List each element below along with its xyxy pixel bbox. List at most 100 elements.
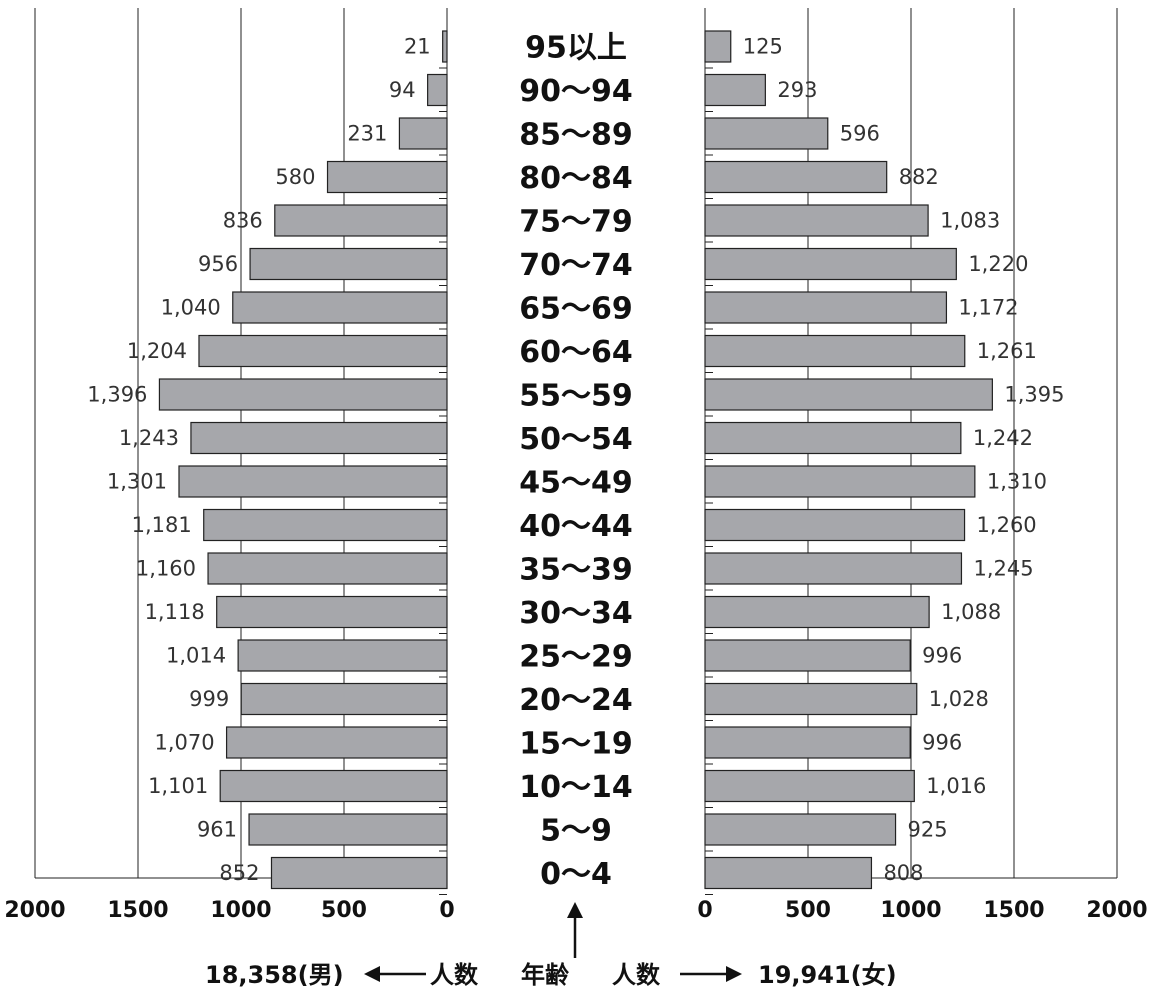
female-bar [704,30,732,63]
female-value-label: 808 [883,861,923,885]
age-group-label: 0〜4 [540,857,612,892]
age-group-label: 90〜94 [519,74,633,109]
age-group-label: 5〜9 [540,814,612,849]
left-gridlines [34,8,448,895]
female-value-label: 1,220 [968,252,1028,276]
female-value-label: 1,088 [941,600,1001,624]
male-value-label: 1,181 [132,513,192,537]
age-group-label: 95以上 [525,31,627,66]
up-arrow-icon [567,902,583,958]
female-bar [704,73,766,107]
right-tick-label: 0 [697,898,712,923]
female-value-label: 1,016 [926,774,986,798]
axis-tick-labels: 2000 1500 1000 500 0 0 500 1000 1500 2000 [4,898,1147,923]
male-bar [249,247,448,281]
left-tick-label: 1500 [107,898,168,923]
female-bar [704,508,966,542]
female-value-label: 1,310 [987,470,1047,494]
female-value-label: 1,260 [977,513,1037,537]
female-bar [704,160,888,194]
male-bar [270,856,448,890]
male-value-label: 1,070 [154,731,214,755]
female-bar [704,291,948,324]
male-bar [216,595,448,629]
left-tick-label: 2000 [4,898,65,923]
female-bar [704,204,929,237]
female-value-label: 1,083 [940,209,1000,233]
female-value-label: 1,245 [973,557,1033,581]
female-total: 19,941(女) [758,961,897,989]
right-axis-label: 人数 [612,961,661,989]
male-bar [274,204,448,237]
female-value-label: 293 [777,78,817,102]
right-tick-label: 2000 [1086,898,1147,923]
male-bar [203,508,448,542]
female-value-label: 125 [743,35,783,59]
left-arrow-icon [364,966,426,982]
age-group-label: 30〜34 [519,596,633,631]
male-bar [427,73,448,107]
age-group-label: 10〜14 [519,770,633,805]
female-bar [704,769,915,803]
female-bar [704,117,829,150]
male-bar [398,117,448,150]
male-value-label: 1,204 [127,339,187,363]
female-bar [704,247,957,281]
male-value-label: 1,040 [161,296,221,320]
right-tick-label: 1000 [880,898,941,923]
male-bar [178,465,448,498]
male-bar [207,552,448,585]
female-value-label: 882 [899,165,939,189]
female-bar [704,595,930,629]
male-value-label: 580 [275,165,315,189]
male-value-label: 1,118 [145,600,205,624]
age-group-label: 85〜89 [519,118,633,153]
female-value-label: 1,028 [929,687,989,711]
male-bar [232,291,448,324]
female-bar [704,334,966,368]
male-bar [326,160,448,194]
male-value-label: 1,301 [107,470,167,494]
male-bar [248,813,448,846]
female-bar [704,813,897,846]
female-bar [704,552,963,585]
age-group-label: 80〜84 [519,161,633,196]
female-value-label: 996 [922,731,962,755]
age-group-label: 65〜69 [519,292,633,327]
male-value-label: 1,101 [148,774,208,798]
female-bar [704,378,993,411]
male-value-label: 1,396 [87,383,147,407]
female-value-label: 1,242 [973,426,1033,450]
right-tick-label: 1500 [983,898,1044,923]
male-bar [442,30,448,63]
left-tick-label: 1000 [210,898,271,923]
male-bar [198,334,448,368]
male-value-label: 956 [198,252,238,276]
female-bar [704,856,873,890]
age-group-label: 50〜54 [519,422,633,457]
left-tick-label: 0 [439,898,454,923]
male-value-label: 1,243 [119,426,179,450]
age-group-label: 60〜64 [519,335,633,370]
age-group-label: 15〜19 [519,727,633,762]
female-bar [704,421,962,455]
right-tick-label: 500 [785,898,831,923]
age-group-label: 20〜24 [519,683,633,718]
right-arrow-icon [680,966,742,982]
male-total: 18,358(男) [205,961,344,989]
female-value-label: 1,261 [977,339,1037,363]
male-value-label: 1,014 [166,644,226,668]
left-axis-label: 人数 [430,961,479,989]
left-tick-label: 500 [321,898,367,923]
age-group-label: 75〜79 [519,205,633,240]
male-bar [240,682,448,716]
male-value-label: 21 [404,35,431,59]
age-group-label: 70〜74 [519,248,633,283]
male-bar [158,378,448,411]
age-group-label: 25〜29 [519,640,633,675]
female-bar [704,465,976,498]
female-value-label: 925 [908,818,948,842]
